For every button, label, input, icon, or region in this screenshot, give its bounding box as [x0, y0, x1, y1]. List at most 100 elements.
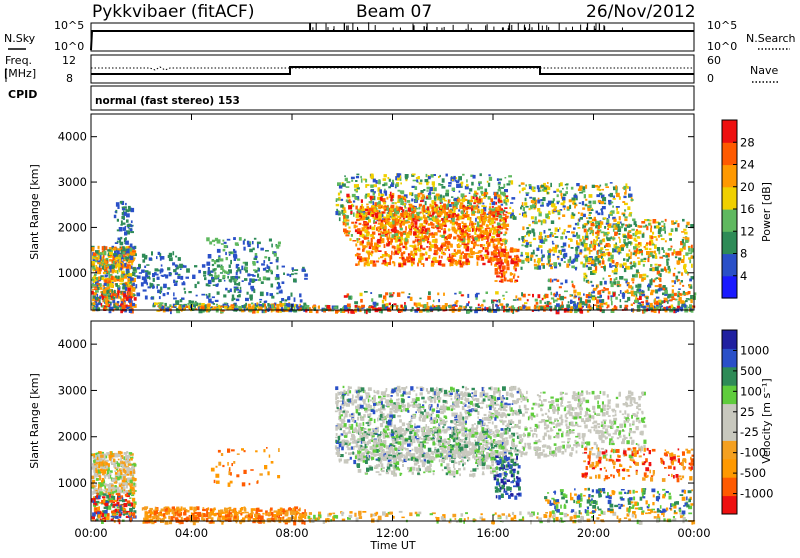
data-cell: [361, 209, 365, 211]
data-cell: [689, 279, 692, 282]
data-cell: [204, 277, 207, 280]
data-cell: [561, 258, 563, 261]
data-cell: [665, 255, 668, 258]
data-cell: [418, 258, 421, 261]
data-cell: [438, 299, 440, 302]
data-cell: [384, 263, 386, 265]
data-cell: [493, 251, 496, 253]
data-cell: [357, 248, 360, 250]
data-cell: [482, 203, 484, 205]
data-cell: [671, 296, 674, 298]
data-cell: [374, 209, 376, 212]
noise-panel: N.Sky 10^5 10^0 10^5 10^0 N.Search: [4, 19, 796, 53]
data-cell: [522, 226, 524, 230]
data-cell: [622, 295, 625, 299]
data-cell: [534, 187, 536, 190]
data-cell: [428, 195, 431, 199]
data-cell: [483, 244, 485, 246]
data-cell: [355, 243, 357, 246]
data-cell: [135, 284, 137, 288]
data-cell: [226, 257, 228, 260]
data-cell: [521, 292, 523, 296]
data-cell: [546, 185, 549, 187]
data-cell: [571, 266, 575, 269]
data-cell: [574, 193, 576, 195]
data-cell: [409, 293, 411, 295]
data-cell: [94, 274, 97, 276]
data-cell: [562, 214, 565, 217]
data-cell: [461, 193, 465, 197]
data-cell: [118, 238, 121, 241]
data-cell: [218, 280, 220, 282]
data-cell: [538, 236, 541, 240]
data-cell: [578, 189, 582, 192]
data-cell: [224, 280, 226, 282]
data-cell: [448, 259, 451, 262]
data-cell: [276, 257, 278, 261]
data-cell: [584, 194, 586, 198]
data-cell: [370, 234, 374, 236]
data-cell: [123, 252, 125, 255]
data-cell: [237, 295, 240, 297]
data-cell: [362, 258, 365, 262]
data-cell: [438, 230, 441, 232]
data-cell: [175, 301, 179, 305]
data-cell: [463, 215, 467, 217]
data-cell: [521, 244, 523, 246]
data-cell: [247, 241, 249, 245]
data-cell: [351, 180, 353, 182]
data-cell: [647, 258, 649, 262]
data-cell: [353, 212, 355, 216]
data-cell: [349, 238, 351, 241]
data-cell: [182, 282, 186, 285]
data-cell: [442, 264, 446, 267]
data-cell: [560, 283, 563, 285]
data-cell: [419, 249, 422, 251]
power-colorbar-segment: [722, 231, 737, 254]
data-cell: [411, 263, 413, 266]
data-cell: [471, 214, 475, 216]
data-cell: [551, 220, 554, 224]
data-cell: [304, 278, 308, 280]
data-cell: [682, 239, 684, 243]
data-cell: [445, 248, 447, 251]
data-cell: [562, 249, 566, 252]
data-cell: [92, 264, 94, 266]
data-cell: [469, 188, 472, 191]
data-cell: [427, 302, 429, 306]
data-cell: [192, 275, 195, 279]
data-cell: [414, 221, 417, 225]
data-cell: [413, 231, 416, 235]
data-cell: [585, 204, 588, 207]
data-cell: [397, 173, 400, 177]
data-cell: [677, 260, 681, 264]
data-cell: [509, 207, 511, 209]
data-cell: [363, 237, 365, 240]
data-cell: [605, 249, 609, 251]
data-cell: [583, 239, 586, 242]
data-cell: [481, 205, 485, 207]
data-cell: [636, 269, 639, 272]
data-cell: [449, 254, 451, 258]
data-cell: [553, 262, 557, 266]
data-cell: [122, 246, 125, 248]
data-cell: [374, 305, 376, 308]
data-cell: [573, 259, 576, 263]
data-cell: [497, 226, 501, 228]
data-cell: [294, 273, 297, 275]
data-cell: [674, 268, 676, 270]
data-cell: [398, 190, 401, 192]
data-cell: [635, 292, 637, 294]
data-cell: [459, 216, 462, 220]
data-cell: [491, 262, 493, 265]
data-cell: [379, 214, 382, 218]
data-cell: [624, 203, 628, 205]
data-cell: [363, 226, 367, 229]
data-cell: [420, 212, 422, 214]
data-cell: [370, 190, 374, 192]
data-cell: [684, 309, 688, 313]
data-cell: [384, 206, 387, 208]
data-cell: [499, 219, 501, 221]
power-colorbar-tick: 4: [740, 269, 747, 283]
data-cell: [340, 204, 343, 207]
